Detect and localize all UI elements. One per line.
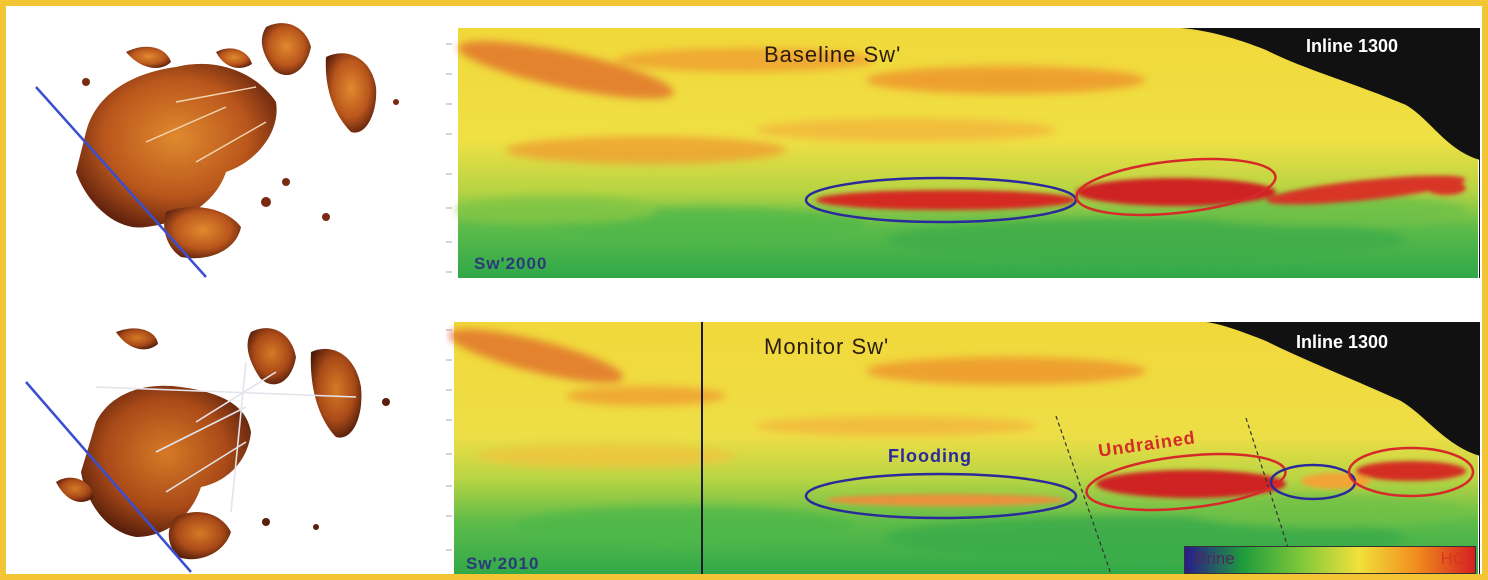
monitor-section: Monitor Sw' Inline 1300 Sw'2010 Flooding… xyxy=(446,306,1480,574)
vintage-label: Sw'2010 xyxy=(466,554,540,573)
panel-title: Monitor Sw' xyxy=(764,334,890,359)
tick-marks xyxy=(446,43,452,273)
section-line xyxy=(35,86,207,278)
colorbar-right-label: HC xyxy=(1440,549,1465,568)
map-patch xyxy=(247,328,296,385)
colorbar-gradient xyxy=(1185,547,1475,573)
map-patch xyxy=(261,23,311,76)
undrained-outline xyxy=(1347,446,1475,498)
fault-line xyxy=(1245,417,1295,567)
map-patch xyxy=(81,385,251,537)
monitor-map xyxy=(25,328,390,573)
section-line xyxy=(25,381,192,573)
tick-marks xyxy=(446,329,452,551)
panel-title: Baseline Sw' xyxy=(764,42,902,67)
inline-label: Inline 1300 xyxy=(1306,36,1399,56)
flooding-outline xyxy=(804,472,1078,520)
baseline-section: Baseline Sw' Inline 1300 Sw'2000 xyxy=(446,10,1480,278)
inline-label: Inline 1300 xyxy=(1296,332,1389,352)
colorbar-left-label: Brine xyxy=(1195,549,1235,568)
map-patch xyxy=(116,328,158,350)
map-patch xyxy=(126,46,171,68)
undrained-outline xyxy=(1085,452,1287,512)
vintage-label: Sw'2000 xyxy=(474,254,548,273)
map-patch xyxy=(164,207,241,259)
map-patch xyxy=(216,48,252,68)
black-region xyxy=(1181,28,1480,160)
black-region xyxy=(1206,322,1480,456)
map-patch xyxy=(325,53,377,133)
colorbar: Brine HC xyxy=(1184,546,1476,574)
map-patch xyxy=(168,512,231,560)
baseline-map xyxy=(35,23,399,278)
figure-frame: Baseline Sw' Inline 1300 Sw'2000 xyxy=(6,6,1482,574)
undrained-outline xyxy=(1075,157,1277,217)
map-patch xyxy=(310,348,362,438)
flooding-annotation: Flooding xyxy=(888,446,972,466)
map-patch xyxy=(56,477,94,502)
